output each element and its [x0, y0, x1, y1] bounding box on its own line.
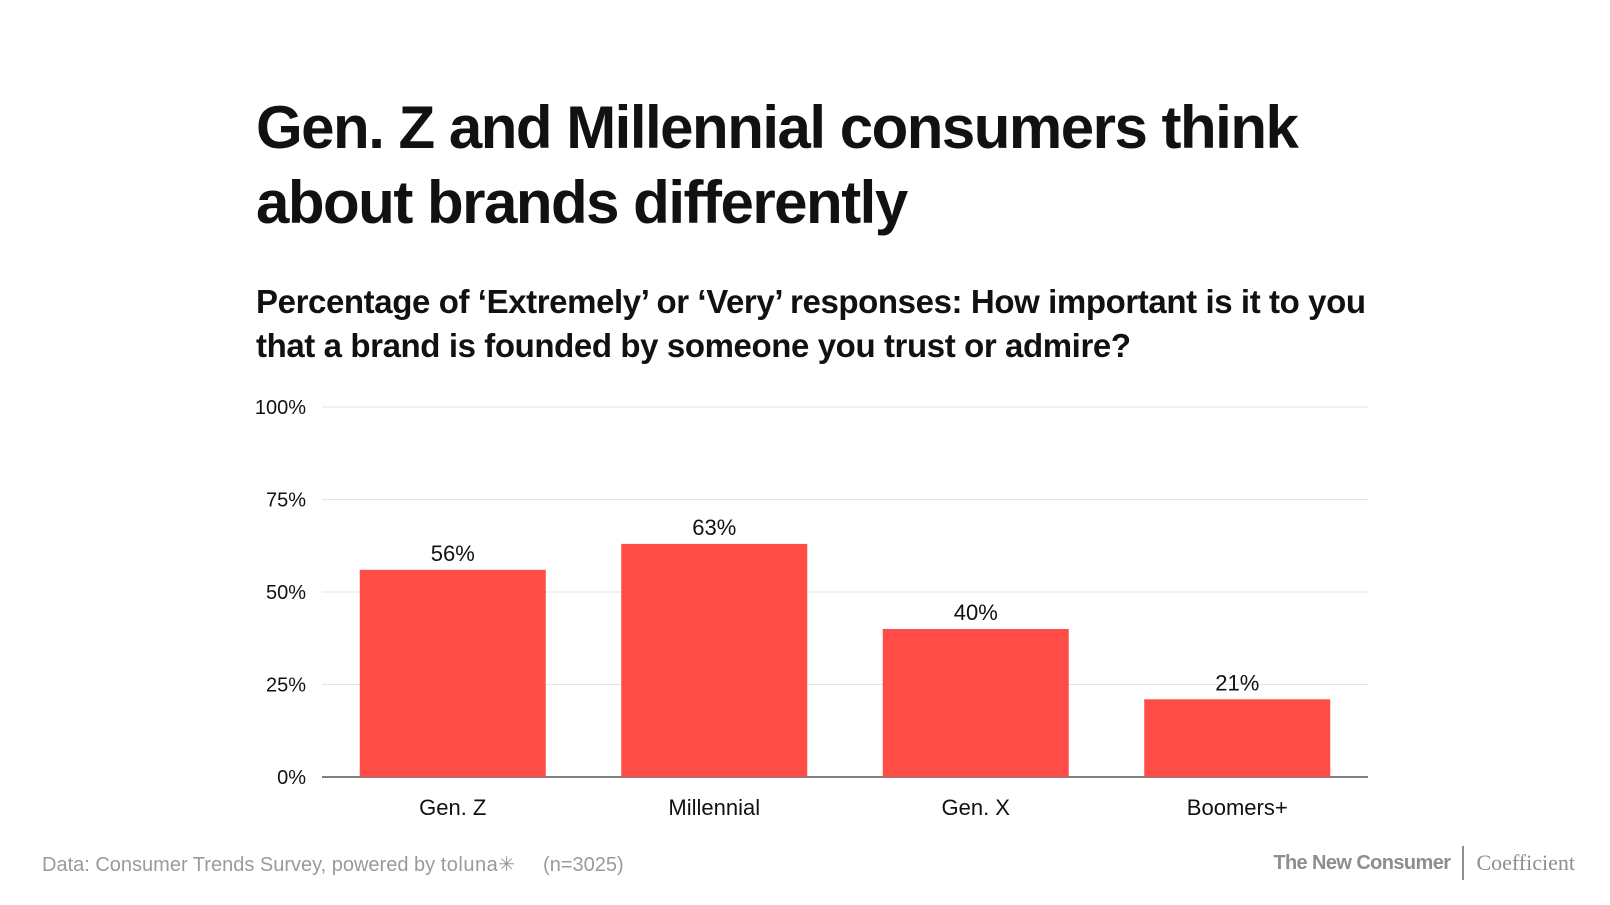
value-labels: 56% 63% 40% 21% [431, 515, 1260, 695]
bar-value-label: 63% [692, 515, 736, 540]
bar [882, 629, 1069, 777]
bar-value-label: 56% [431, 541, 475, 566]
data-source-note: Data: Consumer Trends Survey, powered by… [42, 852, 624, 877]
x-axis-tick-labels: Gen. Z Millennial Gen. X Boomers+ [419, 795, 1288, 820]
y-tick-label: 0% [277, 767, 306, 789]
bar [621, 543, 808, 777]
toluna-logo: toluna✳ [440, 854, 516, 876]
x-tick-label: Millennial [668, 795, 760, 820]
bars [359, 543, 1331, 777]
brand-logos: The New Consumer Coefficient [1273, 845, 1575, 881]
bar [1144, 699, 1331, 777]
x-tick-label: Gen. Z [419, 795, 486, 820]
x-tick-label: Gen. X [942, 795, 1011, 820]
source-text: Data: Consumer Trends Survey, powered by [42, 854, 436, 876]
chart-title: Gen. Z and Millennial consumers think ab… [256, 94, 1299, 236]
coefficient-logo: Coefficient [1476, 850, 1575, 875]
y-tick-label: 50% [266, 582, 306, 604]
bar-value-label: 40% [954, 600, 998, 625]
y-tick-label: 100% [255, 397, 306, 419]
y-tick-label: 75% [266, 490, 306, 512]
bar-value-label: 21% [1215, 670, 1259, 695]
x-tick-label: Boomers+ [1187, 795, 1288, 820]
chart-subtitle: Percentage of ‘Extremely’ or ‘Very’ resp… [256, 283, 1366, 364]
bar [359, 569, 546, 777]
the-new-consumer-logo: The New Consumer [1273, 851, 1451, 874]
y-axis-tick-labels: 0% 25% 50% 75% 100% [255, 397, 306, 789]
brand-divider [1462, 846, 1465, 880]
sample-size: (n=3025) [543, 854, 624, 876]
y-tick-label: 25% [266, 675, 306, 697]
